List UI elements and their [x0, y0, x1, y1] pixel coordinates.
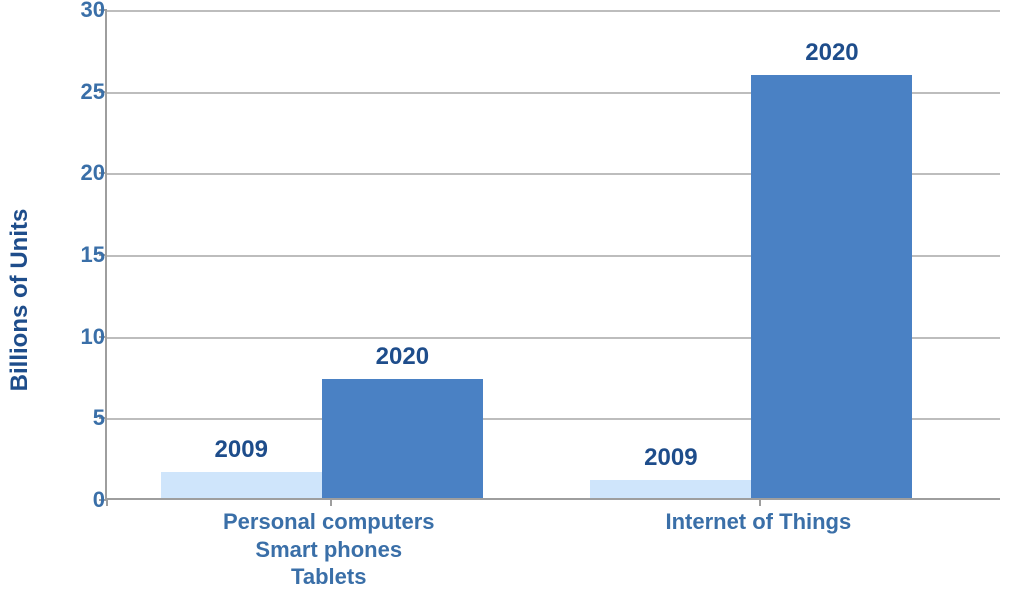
bar	[590, 480, 751, 498]
y-tick-label: 15	[81, 242, 105, 268]
bar	[322, 379, 483, 498]
x-tick-label: Personal computers Smart phones Tablets	[223, 508, 435, 591]
bar-value-label: 2020	[805, 39, 858, 67]
x-tick-mark	[106, 498, 108, 506]
y-tick-label: 30	[81, 0, 105, 23]
y-tick-label: 20	[81, 160, 105, 186]
y-axis-label: Billions of Units	[6, 209, 34, 392]
bar	[751, 75, 912, 498]
plot-area: 2009 2020 2009 2020	[105, 10, 1000, 500]
bar	[161, 472, 322, 498]
gridline	[107, 10, 1000, 12]
x-tick-label: Internet of Things	[665, 508, 851, 536]
y-tick-label: 0	[93, 487, 105, 513]
bar-value-label: 2009	[215, 436, 268, 464]
y-tick-label: 5	[93, 405, 105, 431]
y-tick-label: 25	[81, 79, 105, 105]
y-tick-label: 10	[81, 324, 105, 350]
bar-value-label: 2009	[644, 444, 697, 472]
chart-container: Billions of Units 2009202020092020 05101…	[30, 10, 1010, 590]
x-tick-mark	[330, 498, 332, 506]
x-tick-mark	[759, 498, 761, 506]
bar-value-label: 2020	[376, 343, 429, 371]
